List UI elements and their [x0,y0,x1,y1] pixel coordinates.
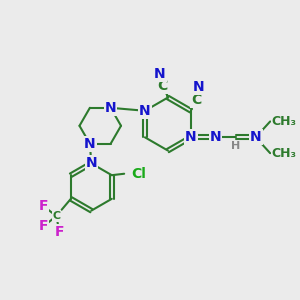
Text: N: N [105,101,116,115]
Text: N: N [210,130,221,144]
Text: C: C [52,211,61,221]
Text: C: C [158,79,168,93]
Text: N: N [185,130,197,144]
Text: CH₃: CH₃ [272,115,297,128]
Text: N: N [154,67,166,81]
Text: H: H [231,141,240,151]
Text: CH₃: CH₃ [272,147,297,160]
Text: N: N [84,137,96,151]
Text: N: N [139,104,151,118]
Text: N: N [193,80,205,94]
Text: F: F [55,225,64,239]
Text: C: C [191,93,201,106]
Text: F: F [39,199,48,213]
Text: F: F [39,219,48,233]
Text: Cl: Cl [131,167,146,181]
Text: N: N [85,156,97,170]
Text: N: N [250,130,262,144]
